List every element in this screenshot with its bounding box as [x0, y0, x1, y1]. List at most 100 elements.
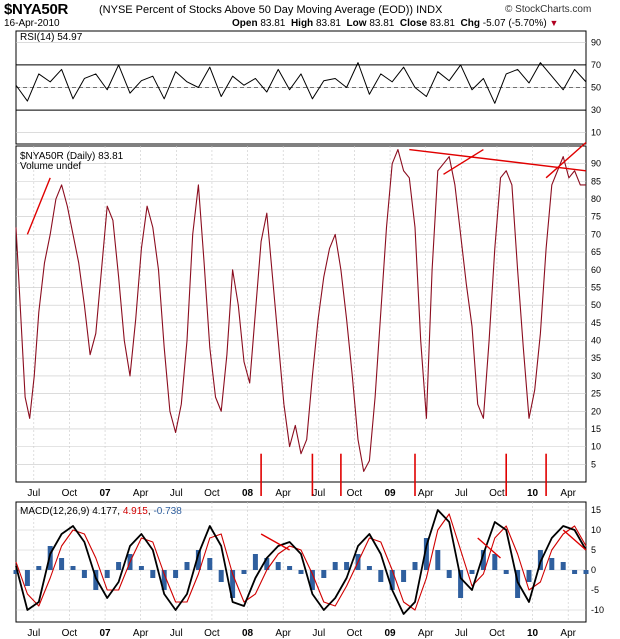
macd-histogram-bar [515, 570, 521, 598]
macd-x-tick: Apr [560, 628, 576, 639]
close-value: 83.81 [429, 18, 455, 29]
macd-x-tick: 07 [100, 628, 112, 639]
macd-histogram-bar [275, 562, 281, 570]
macd-panel-frame [15, 501, 587, 623]
price-y-tick: 45 [591, 318, 601, 328]
price-y-tick: 40 [591, 336, 601, 346]
macd-x-tick: Apr [133, 628, 149, 639]
chg-label: Chg [460, 18, 480, 29]
macd-label-prefix: MACD(12,26,9) [20, 506, 89, 517]
hist-value: -0.738 [153, 506, 182, 517]
macd-x-tick: Jul [27, 628, 40, 639]
rsi-label: RSI(14) 54.97 [20, 32, 83, 43]
macd-histogram-bar [173, 570, 179, 578]
open-label: Open [232, 18, 258, 29]
rsi-y-tick: 70 [591, 60, 601, 70]
macd-histogram-bar [526, 570, 532, 582]
macd-histogram-bar [264, 558, 270, 570]
macd-histogram-bar [252, 554, 258, 570]
macd-histogram-bar [332, 562, 338, 570]
rsi-series-line [15, 62, 587, 104]
price-x-tick: Oct [204, 488, 220, 499]
rsi-y-tick: 50 [591, 83, 601, 93]
macd-trendline [562, 529, 587, 551]
macd-y-tick: 10 [591, 525, 601, 535]
macd-histogram-bar [572, 570, 578, 574]
macd-value: 4.177 [92, 506, 117, 517]
macd-histogram-bar [389, 570, 395, 590]
price-trendline [443, 148, 484, 175]
macd-histogram-bar [378, 570, 384, 582]
high-value: 83.81 [315, 18, 341, 29]
price-y-tick: 35 [591, 353, 601, 363]
price-y-tick: 10 [591, 442, 601, 452]
price-trendline [545, 141, 587, 179]
macd-y-tick: 0 [591, 565, 596, 575]
macd-histogram-bar [480, 550, 486, 570]
macd-histogram-bar [458, 570, 464, 598]
macd-histogram-bar [218, 570, 224, 582]
price-trendline [409, 148, 587, 172]
macd-x-tick: 08 [242, 628, 254, 639]
price-x-tick: Oct [62, 488, 78, 499]
price-y-tick: 60 [591, 265, 601, 275]
macd-histogram-bar [344, 562, 350, 570]
macd-histogram-bar [435, 550, 441, 570]
price-x-tick: Jul [170, 488, 183, 499]
macd-histogram-bar [161, 570, 167, 590]
macd-histogram-bar [138, 566, 144, 570]
macd-histogram-bar [81, 570, 87, 578]
macd-histogram-bar [116, 562, 122, 570]
copyright-logo[interactable]: © StockCharts.com [505, 4, 592, 15]
macd-histogram-bar [549, 558, 555, 570]
macd-x-tick: Jul [170, 628, 183, 639]
price-y-tick: 55 [591, 282, 601, 292]
price-x-tick: Oct [489, 488, 505, 499]
macd-histogram-bar [24, 570, 30, 586]
price-x-tick: 07 [100, 488, 112, 499]
price-y-tick: 80 [591, 194, 601, 204]
price-x-tick: 08 [242, 488, 254, 499]
price-x-tick: 10 [527, 488, 539, 499]
macd-histogram-bar [230, 570, 236, 598]
symbol-description: (NYSE Percent of Stocks Above 50 Day Mov… [99, 4, 443, 16]
macd-y-tick: 15 [591, 505, 601, 515]
macd-histogram-bar [321, 570, 327, 578]
macd-series-line [15, 509, 587, 615]
price-y-tick: 5 [591, 459, 596, 469]
symbol-title: $NYA50R [4, 1, 69, 18]
price-label: $NYA50R (Daily) 83.81 [20, 151, 124, 162]
macd-histogram-bar [423, 538, 429, 570]
macd-histogram-bar [446, 570, 452, 578]
macd-x-tick: Oct [62, 628, 78, 639]
macd-histogram-bar [36, 566, 42, 570]
macd-histogram-bar [70, 566, 76, 570]
macd-histogram-bar [13, 570, 19, 574]
macd-histogram-bar [104, 570, 110, 578]
volume-legend: Volume undef [20, 161, 81, 172]
price-y-tick: 15 [591, 424, 601, 434]
macd-histogram-bar [401, 570, 407, 582]
chg-value: -5.07 (-5.70%) [482, 18, 547, 29]
price-y-tick: 70 [591, 229, 601, 239]
macd-histogram-bar [583, 570, 589, 574]
rsi-label-text: RSI(14) 54.97 [20, 32, 83, 43]
macd-histogram-bar [298, 570, 304, 574]
macd-histogram-bar [412, 562, 418, 570]
price-x-tick: Jul [27, 488, 40, 499]
price-x-tick: Apr [560, 488, 576, 499]
macd-histogram-bar [93, 570, 99, 590]
price-y-tick: 50 [591, 300, 601, 310]
macd-y-tick: 5 [591, 545, 596, 555]
price-x-tick: Jul [312, 488, 325, 499]
chart-header: $NYA50R (NYSE Percent of Stocks Above 50… [0, 0, 620, 30]
price-x-tick: Apr [418, 488, 434, 499]
macd-histogram-bar [241, 570, 247, 574]
macd-x-tick: Jul [312, 628, 325, 639]
price-y-tick: 65 [591, 247, 601, 257]
price-series-line [15, 148, 586, 472]
macd-histogram-bar [492, 554, 498, 570]
price-x-tick: Jul [455, 488, 468, 499]
macd-x-tick: Apr [275, 628, 291, 639]
